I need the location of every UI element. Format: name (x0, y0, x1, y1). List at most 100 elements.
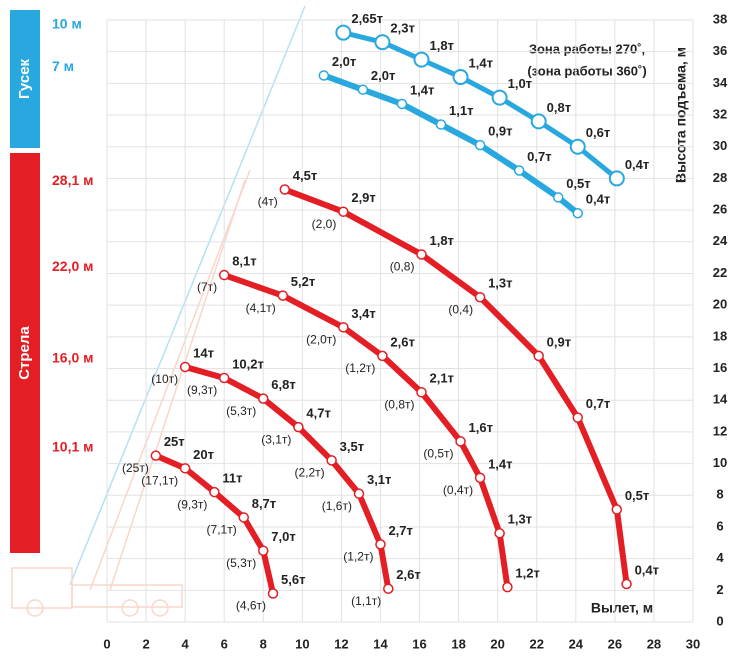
load-label: 1,2т (515, 566, 539, 581)
x-tick-label: 22 (529, 636, 543, 651)
point (277, 290, 289, 301)
y-tick-label: 16 (713, 360, 727, 375)
load-label: 0,6т (586, 125, 610, 140)
point (491, 89, 508, 106)
x-tick-label: 28 (647, 636, 661, 651)
x-tick-label: 4 (182, 636, 190, 651)
load-label: 25т (164, 434, 185, 449)
point (416, 387, 427, 398)
jib-band (10, 10, 40, 148)
series-line (182, 363, 392, 592)
point (179, 361, 191, 373)
point (326, 455, 337, 466)
load-label: 8,7т (252, 496, 276, 511)
load-label: 6,8т (271, 377, 295, 392)
load-label: 1,8т (429, 38, 453, 53)
y-tick-label: 8 (716, 487, 723, 502)
load-label: 8,1т (232, 253, 256, 268)
point (435, 119, 447, 130)
y-tick-label: 34 (713, 75, 728, 90)
load-label: 20т (193, 447, 214, 462)
point (353, 488, 365, 499)
x-tick-label: 8 (260, 636, 267, 651)
x-tick-label: 30 (686, 636, 700, 651)
series-name: 10 м (52, 15, 82, 31)
load-label: 0,7т (527, 149, 551, 164)
point (218, 269, 230, 281)
load-label-360: (4т) (258, 195, 278, 209)
load-label: 0,4т (635, 562, 659, 577)
load-label-360: (9,3т) (187, 383, 217, 397)
x-tick-label: 26 (608, 636, 622, 651)
point (455, 436, 466, 447)
load-label: 1,3т (508, 512, 532, 527)
point (572, 208, 584, 219)
load-label: 1,4т (469, 55, 493, 70)
x-tick-label: 2 (142, 636, 149, 651)
point (611, 504, 623, 515)
group-label: Гусек (16, 58, 33, 99)
point (293, 421, 304, 433)
x-tick-label: 20 (490, 636, 504, 651)
point (267, 588, 279, 599)
x-tick-label: 10 (295, 636, 309, 651)
y-tick-label: 6 (716, 518, 723, 533)
load-label-360: (7т) (197, 280, 217, 294)
load-label: 0,4т (586, 192, 610, 207)
load-label-360: (1,2т) (343, 550, 373, 564)
x-tick-label: 24 (569, 636, 584, 651)
point (452, 69, 469, 86)
point (218, 372, 230, 384)
point (569, 138, 586, 155)
load-label-360: (25т) (122, 461, 149, 475)
load-label-360: (4,6т) (236, 599, 266, 613)
load-label: 0,7т (586, 396, 610, 411)
series-line (221, 272, 511, 591)
crane-sketch (11, 5, 306, 617)
load-label: 1,4т (410, 82, 434, 97)
point (502, 581, 513, 593)
x-tick-label: 0 (103, 636, 110, 651)
point (209, 486, 220, 498)
load-label-360: (4,1т) (246, 301, 276, 315)
point (530, 113, 547, 130)
load-label: 11т (222, 471, 242, 486)
load-label: 1,4т (488, 456, 512, 471)
point (179, 463, 191, 474)
load-label: 2,9т (351, 190, 375, 205)
point (474, 472, 486, 484)
load-label: 1,3т (488, 276, 512, 291)
load-label: 0,5т (566, 176, 590, 191)
load-label: 1,0т (508, 76, 532, 91)
y-tick-label: 38 (713, 11, 727, 26)
series-name: 16,0 м (52, 350, 94, 366)
y-tick-label: 28 (713, 170, 727, 185)
load-label: 3,4т (351, 306, 375, 321)
load-label: 7,0т (271, 529, 295, 544)
load-label: 0,8т (547, 100, 571, 115)
load-label-360: (5,3т) (226, 556, 256, 570)
point (474, 139, 486, 151)
load-label-360: (7,1т) (207, 523, 237, 537)
point (258, 393, 269, 404)
load-label-360: (0,5т) (423, 447, 453, 461)
point (413, 51, 430, 68)
annotation: (зона работы 360˚) (527, 63, 646, 78)
load-label: 2,6т (396, 567, 420, 582)
load-label: 3,1т (367, 472, 391, 487)
point (383, 583, 394, 594)
point (552, 192, 564, 203)
point (279, 184, 291, 195)
load-label: 1,1т (449, 103, 473, 118)
point (416, 249, 427, 260)
load-label-360: (2,0) (312, 217, 337, 231)
point (608, 170, 625, 187)
series-line (281, 186, 630, 587)
y-tick-label: 20 (713, 297, 727, 312)
load-label: 3,5т (340, 439, 364, 454)
point (513, 165, 525, 176)
point (572, 412, 584, 423)
point (533, 350, 544, 362)
load-label: 2,3т (390, 21, 414, 36)
y-tick-label: 12 (713, 423, 727, 438)
